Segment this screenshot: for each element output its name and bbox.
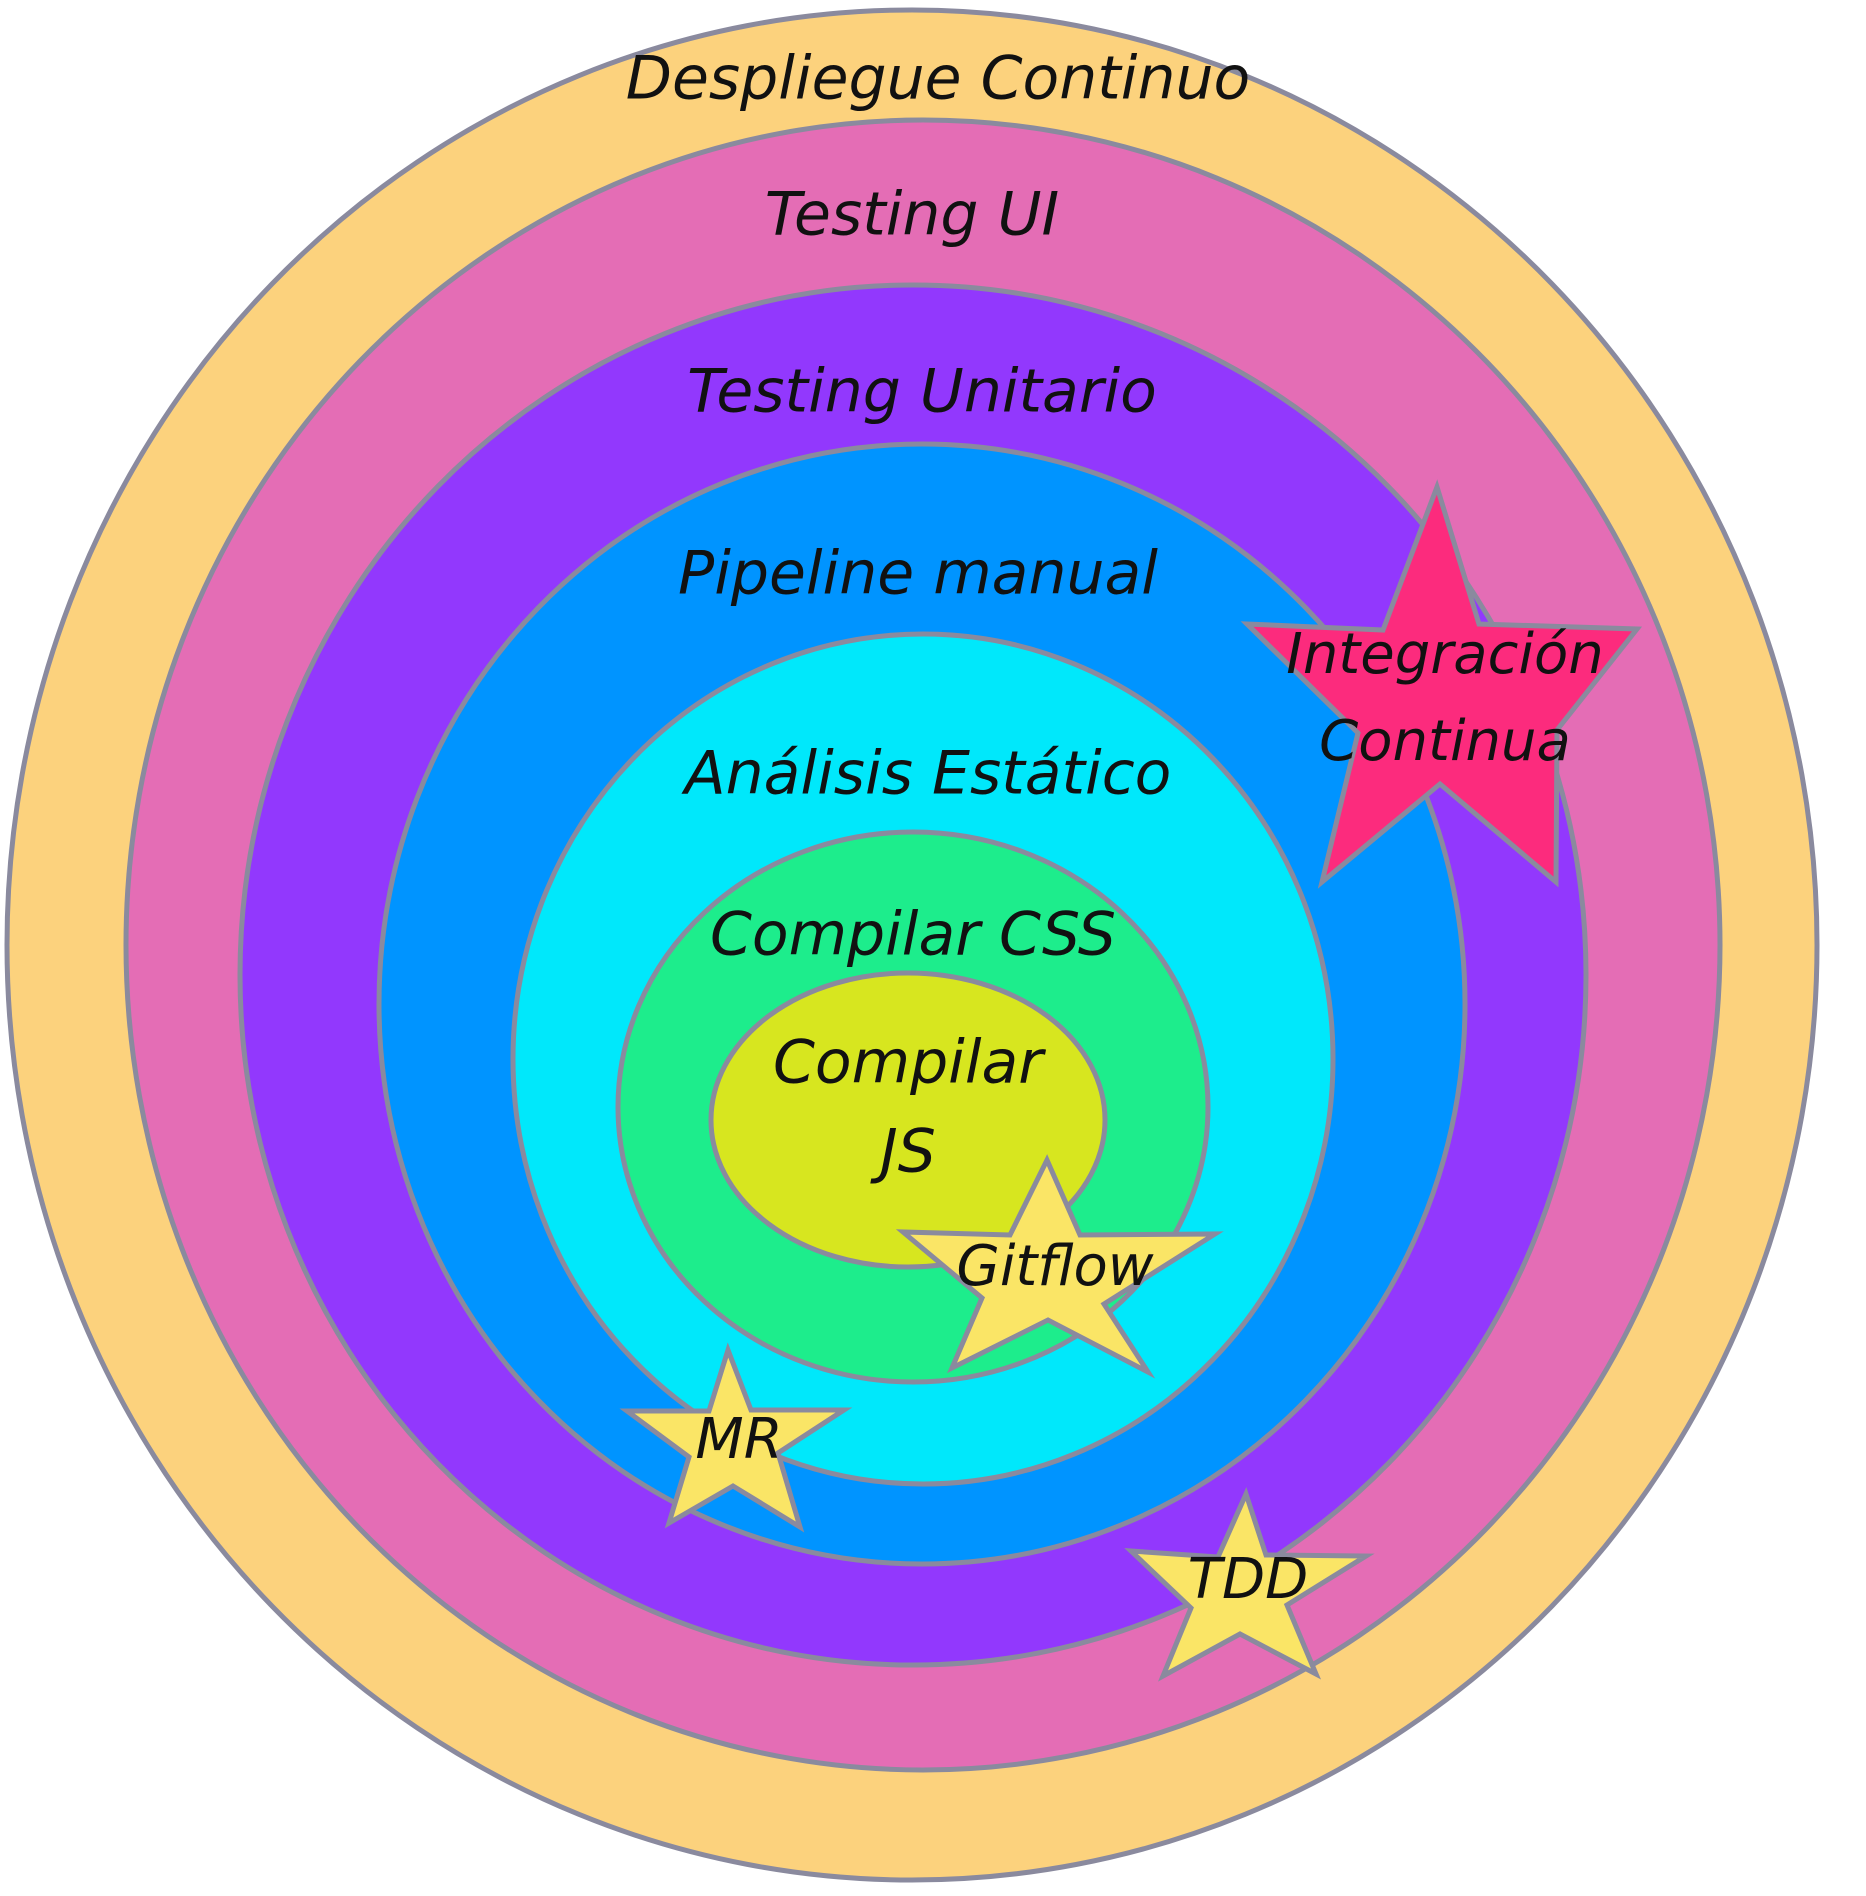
ring-label-compilar-js-line-2: JS — [870, 1117, 936, 1187]
ring-label-analisis-estatico: Análisis Estático — [681, 739, 1172, 809]
ring-label-pipeline-manual: Pipeline manual — [678, 539, 1158, 609]
star-label-mr: MR — [695, 1407, 782, 1472]
ring-label-testing-ui: Testing UI — [765, 180, 1059, 250]
star-tdd — [1124, 1487, 1375, 1682]
star-mr — [619, 1342, 853, 1533]
ring-label-testing-unitario: Testing Unitario — [687, 357, 1157, 427]
ring-compilar-js — [708, 970, 1108, 1270]
star-integracion-continua — [1240, 479, 1643, 889]
star-label-integracion-continua-line-1: Integración — [1286, 622, 1603, 687]
star-label-gitflow: Gitflow — [956, 1234, 1153, 1299]
ring-label-despliegue-continuo: Despliegue Continuo — [626, 44, 1250, 114]
star-gitflow — [895, 1154, 1224, 1379]
star-label-integracion-continua-line-2: Continua — [1319, 709, 1571, 774]
ring-label-compilar-css: Compilar CSS — [710, 900, 1116, 970]
star-label-tdd: TDD — [1188, 1547, 1308, 1612]
ring-label-compilar-js-line-1: Compilar — [773, 1028, 1046, 1098]
